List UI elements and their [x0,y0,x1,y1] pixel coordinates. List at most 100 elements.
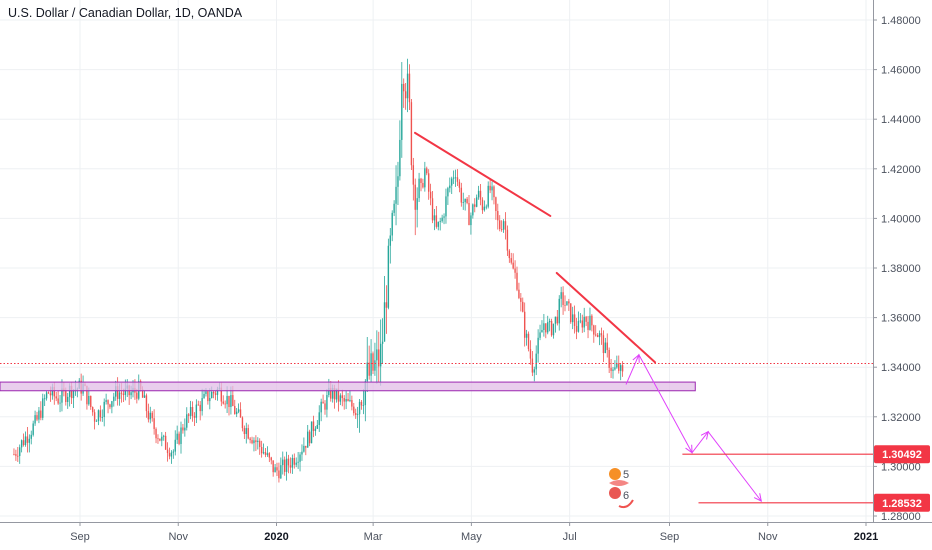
candle-body [433,215,436,221]
candle-body [510,258,512,263]
y-tick-label: 1.36000 [881,313,921,325]
candle-body [24,436,27,446]
candle-body [234,406,236,415]
candle-body [245,428,247,435]
drawings-layer[interactable] [414,131,873,504]
candle-body [70,385,73,399]
candle-body [318,412,320,425]
candle-body [410,102,413,166]
time-axis[interactable]: Sep Nov 2020 Mar May Jul Sep Nov 2021 [70,522,878,543]
candle-body [197,404,199,406]
candle-body [424,168,426,188]
candle-body [143,395,146,398]
candle-body [249,438,251,441]
candle-body [606,342,608,350]
candle-body [262,452,265,454]
candle-body [30,434,32,439]
candle-body [20,440,23,448]
candle-body [474,204,476,207]
candle-body [49,393,52,396]
candle-body [45,392,48,399]
candle-body [255,440,257,443]
candle-body [97,410,100,422]
candle-body [349,400,351,402]
candle-body [356,414,359,416]
candle-body [391,212,393,236]
candle-body [558,298,560,324]
price-level-labels: 1.30492 1.28532 [874,445,930,512]
candle-body [168,453,171,457]
candle-body [15,454,17,456]
candle-body [472,204,474,216]
candle-body [282,459,284,466]
price-axis[interactable]: 1.48000 1.46000 1.44000 1.42000 1.40000 1.380… [873,15,921,523]
candle-body [13,454,15,455]
candle-body [295,462,297,465]
candle-body [541,330,543,333]
candle-body [68,385,71,397]
candle-body [502,221,505,230]
candle-body [481,199,484,211]
y-tick-label: 1.42000 [881,164,921,176]
candle-body [287,458,290,466]
candle-body [491,186,493,191]
price-label-bg [874,493,930,512]
candle-body [366,362,368,382]
x-tick-label: Sep [660,531,680,543]
candle-body [299,454,301,462]
candle-body [499,220,501,230]
candle-body [376,349,378,361]
candle-body [464,198,466,203]
candle-body [174,439,176,452]
candle-body [406,73,409,99]
candle-body [259,440,261,448]
candle-body [353,406,355,414]
logo-circle [609,468,621,480]
logo-circle [609,487,621,499]
candle-body [26,436,29,443]
candle-body [40,410,42,418]
candle-body [556,316,559,324]
candle-body [387,245,390,308]
candle-body [17,455,19,457]
candle-body [228,395,230,407]
candle-body [28,438,31,443]
candle-body [101,417,103,418]
candle-body [362,405,365,406]
candle-body [500,229,503,230]
candle-body [187,414,190,416]
x-tick-label: Nov [758,531,778,543]
candle-body [310,421,313,444]
candle-body [122,393,125,395]
y-tick-label: 1.40000 [881,213,921,225]
candle-body [360,401,363,406]
y-tick-label: 1.30000 [881,461,921,473]
support-zone-layer[interactable] [0,362,873,392]
candle-body [539,332,541,338]
candle-body [247,428,249,439]
candle-body [130,392,132,396]
candle-body [314,428,317,432]
candle-body [520,297,522,302]
candle-body [36,415,38,420]
candle-body [550,320,553,336]
candle-body [372,353,374,371]
candle-body [537,337,539,354]
candle-body [90,395,92,408]
candle-body [19,447,21,457]
candle-body [466,198,468,204]
candle-body [604,342,607,354]
candle-body [283,459,286,472]
candle-body [612,369,614,371]
candle-body [220,387,223,402]
candle-body [454,177,457,179]
candle-body [176,433,178,440]
candle-body [452,177,455,179]
candle-body [462,202,464,203]
candle-body [427,173,430,192]
candle-body [34,415,36,424]
candle-body [598,333,601,338]
projection-path [625,353,762,502]
candle-body [618,363,620,371]
